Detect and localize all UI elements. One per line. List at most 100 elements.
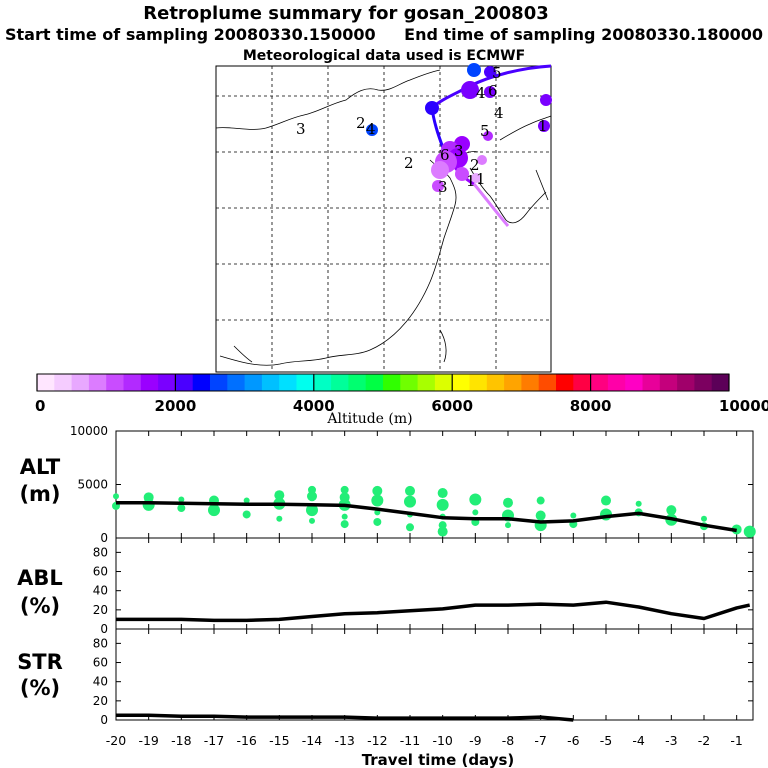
y-tick-label: 40	[93, 584, 108, 598]
trajectory-label: 3	[296, 120, 306, 138]
colorbar-swatch	[538, 374, 557, 391]
end-time-label: End time of sampling 20080330.180000	[404, 25, 763, 44]
trajectory-label: 2	[470, 156, 480, 174]
x-tick-label: -4	[632, 733, 645, 748]
panel-ylabel: ABL	[17, 566, 63, 590]
altitude-point	[536, 496, 545, 505]
altitude-point	[208, 504, 220, 517]
x-tick-label: -14	[302, 733, 322, 748]
colorbar-swatch	[400, 374, 419, 391]
x-tick-labels: -20 -19 -18 -17 -16 -15 -14 -13 -12 -11 -10 -9 -8 -7 -…	[106, 733, 743, 748]
colorbar-swatch	[279, 374, 297, 391]
colorbar-swatch	[521, 374, 540, 391]
colorbar-swatch	[365, 374, 384, 391]
x-tick-label: -17	[204, 733, 224, 748]
trajectory-label: 2	[404, 154, 414, 172]
x-tick-label: -9	[469, 733, 482, 748]
trajectory-label: 1	[476, 170, 486, 188]
colorbar-swatch	[625, 374, 643, 391]
trajectory-marker	[540, 94, 552, 106]
trajectory-marker	[425, 101, 439, 115]
trajectory-label: 2	[356, 114, 366, 132]
altitude-point	[472, 509, 479, 516]
x-tick-label: -12	[367, 733, 387, 748]
trajectory-label: 3	[454, 142, 464, 160]
altitude-point	[371, 494, 384, 507]
trajectory-label: 3	[438, 178, 448, 196]
x-tick-label: -13	[334, 733, 354, 748]
panel-yunit: (%)	[20, 594, 60, 618]
altitude-point	[406, 523, 414, 532]
altitude-point	[701, 515, 707, 522]
x-tick-label: -2	[698, 733, 710, 748]
colorbar-swatch	[331, 374, 349, 391]
y-tick-label: 5000	[77, 478, 108, 492]
colorbar-swatch	[106, 374, 124, 391]
altitude-point	[177, 504, 186, 513]
colorbar-swatch	[677, 374, 695, 391]
x-tick-label: -5	[600, 733, 612, 748]
colorbar-tick-label: 8000	[570, 397, 612, 415]
series-line-str-fraction	[116, 713, 574, 722]
colorbar-swatch	[556, 374, 574, 391]
panel-yunit: (%)	[20, 676, 60, 700]
colorbar-tick-label: 0	[35, 397, 45, 415]
altitude-point	[142, 498, 155, 511]
altitude-point	[276, 515, 283, 522]
colorbar-swatch	[486, 374, 505, 391]
x-tick-label: -7	[534, 733, 546, 748]
y-tick-label: 60	[93, 565, 108, 579]
x-tick-label: -19	[138, 733, 158, 748]
trajectory-marker	[467, 63, 481, 77]
x-tick-label: -1	[730, 733, 742, 748]
trajectory-label: 4	[494, 104, 504, 122]
altitude-point	[570, 512, 577, 519]
altitude-point	[178, 496, 185, 503]
altitude-point	[635, 500, 642, 507]
trajectory-label: 1	[466, 172, 476, 190]
trajectory-markers	[366, 63, 552, 192]
series-line-mean-altitude	[116, 500, 737, 533]
colorbar-tick-label: 10000	[719, 397, 768, 415]
trajectory-label: 5	[480, 122, 490, 140]
altitude-colorbar	[36, 373, 730, 392]
altitude-point	[404, 495, 416, 508]
altitude-point	[243, 497, 250, 504]
colorbar-swatch	[175, 374, 194, 391]
trajectory-label: 5	[492, 64, 502, 82]
map-gridlines	[216, 66, 551, 372]
trajectory-marker	[432, 180, 444, 192]
trajectory-marker	[484, 66, 496, 78]
colorbar-swatch	[227, 374, 246, 391]
altitude-point	[469, 493, 482, 506]
panel-yunit: (m)	[19, 482, 60, 506]
y-tick-label: 10000	[70, 424, 108, 438]
panel-frame	[115, 537, 754, 630]
x-tick-label: -15	[269, 733, 289, 748]
x-tick-label: -8	[502, 733, 515, 748]
colorbar-swatch	[123, 374, 142, 391]
altitude-point	[113, 493, 119, 500]
altitude-point	[373, 517, 382, 526]
trajectory-label: 4	[476, 84, 486, 102]
x-tick-label: -3	[665, 733, 677, 748]
altitude-point	[437, 526, 448, 537]
trajectory-marker	[431, 161, 449, 179]
panel-abl: ABL (%) 0 20 40 60 80	[17, 537, 754, 636]
x-tick-label: -10	[432, 733, 452, 748]
y-tick-label: 80	[93, 545, 108, 559]
altitude-point	[340, 520, 349, 529]
colorbar-swatch	[158, 374, 176, 391]
altitude-point	[743, 525, 756, 538]
colorbar-swatch	[469, 374, 488, 391]
altitude-point	[340, 485, 349, 494]
y-tick-label: 0	[100, 622, 108, 636]
trajectory-marker	[366, 124, 378, 136]
y-tick-label: 20	[93, 603, 108, 617]
figure-title: Retroplume summary for gosan_200803	[143, 3, 549, 24]
trajectory-marker	[538, 120, 550, 132]
colorbar-swatch	[642, 374, 661, 391]
x-axis-label: Travel time (days)	[362, 751, 515, 768]
colorbar-swatch	[244, 374, 263, 391]
